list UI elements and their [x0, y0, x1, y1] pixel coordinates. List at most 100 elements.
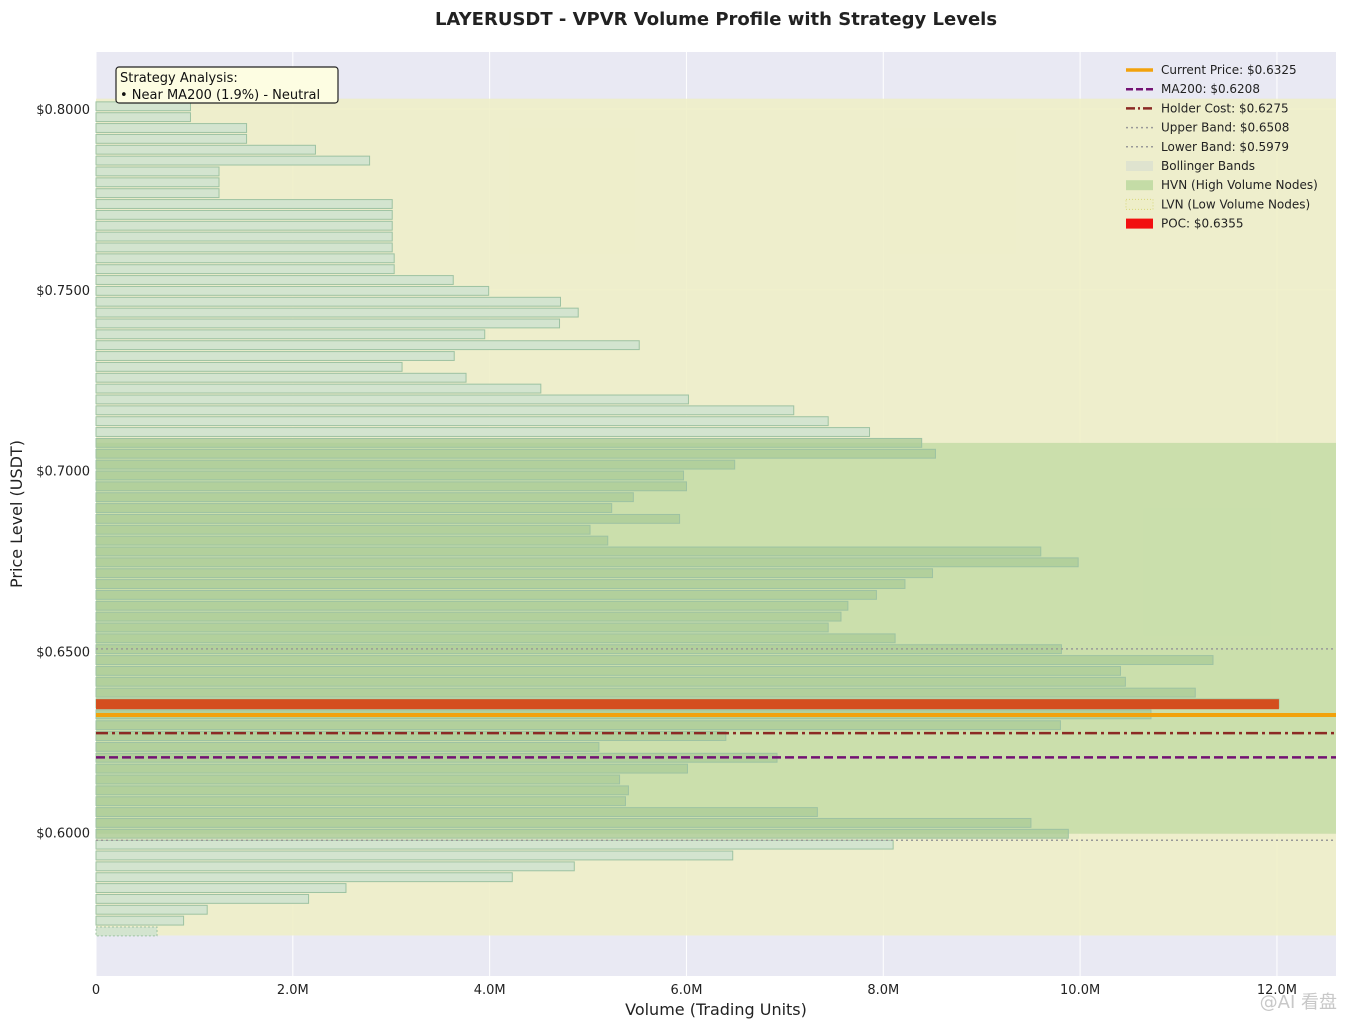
volume-bar [95, 242, 393, 253]
volume-bar [95, 470, 685, 481]
y-tick-label: $0.6000 [36, 827, 90, 842]
volume-bar [95, 861, 575, 872]
y-tick-label: $0.6500 [36, 646, 90, 661]
volume-bar [95, 416, 829, 427]
volume-bar [95, 503, 613, 513]
x-tick-label: 10.0M [1060, 983, 1100, 998]
volume-bar [95, 492, 634, 503]
volume-bar [95, 383, 542, 394]
x-axis-label: Volume (Trading Units) [625, 1000, 807, 1019]
volume-bar [95, 926, 158, 937]
volume-bar [95, 199, 393, 209]
volume-bar [95, 535, 609, 546]
poc-bar [96, 699, 1279, 710]
volume-bar [95, 144, 316, 155]
volume-bar [95, 893, 310, 904]
volume-bar [95, 839, 894, 850]
volume-bar [95, 622, 829, 633]
y-axis-label: Price Level (USDT) [7, 440, 26, 588]
x-tick-label: 2.0M [277, 983, 309, 998]
x-tick-label: 6.0M [671, 983, 703, 998]
volume-bar [95, 611, 842, 622]
annotation-line-1: Strategy Analysis: [120, 71, 238, 86]
volume-bar [95, 275, 454, 285]
volume-bar [95, 687, 1196, 698]
legend-label: Current Price: $0.6325 [1161, 63, 1297, 77]
volume-bars [95, 101, 1280, 937]
volume-bar [95, 741, 600, 752]
volume-bar [95, 850, 734, 861]
x-tick-label: 4.0M [474, 983, 506, 998]
volume-bar [95, 579, 906, 589]
y-tick-label: $0.7000 [36, 465, 90, 480]
annotation-line-2: • Near MA200 (1.9%) - Neutral [120, 88, 320, 103]
volume-bar [95, 155, 371, 166]
volume-bar [95, 904, 208, 915]
volume-bar [95, 220, 393, 231]
volume-bar [95, 785, 629, 796]
volume-bar [95, 361, 403, 372]
volume-bar [95, 600, 849, 611]
volume-bar [95, 427, 871, 437]
volume-bar [95, 448, 936, 459]
volume-bar [95, 405, 795, 416]
volume-bar [95, 481, 687, 492]
x-tick-label: 12.0M [1257, 983, 1297, 998]
volume-bar [95, 231, 393, 242]
legend-swatch [1125, 198, 1154, 210]
x-axis-ticks: 0 2.0M 4.0M 6.0M 8.0M 10.0M 12.0M [92, 983, 1297, 998]
volume-bar [95, 209, 393, 220]
legend-label: Lower Band: $0.5979 [1161, 140, 1289, 154]
volume-bar [95, 828, 1069, 839]
strategy-annotation: Strategy Analysis: • Near MA200 (1.9%) -… [115, 66, 339, 104]
volume-bar [95, 568, 934, 579]
chart-title: LAYERUSDT - VPVR Volume Profile with Str… [435, 9, 997, 30]
volume-bar [95, 296, 562, 307]
volume-bar [95, 123, 248, 133]
x-tick-label: 8.0M [867, 983, 899, 998]
legend-label: MA200: $0.6208 [1161, 82, 1260, 96]
strategy-lines [96, 648, 1336, 842]
legend-label: HVN (High Volume Nodes) [1161, 178, 1318, 192]
legend-label: POC: $0.6355 [1161, 217, 1244, 231]
x-tick-label: 0 [92, 983, 100, 998]
volume-bar [95, 307, 579, 318]
volume-bar [95, 883, 347, 893]
volume-bar [95, 665, 1121, 676]
annotation-box [115, 66, 339, 104]
volume-bar [95, 655, 1214, 665]
volume-bar [95, 177, 220, 188]
volume-bar [95, 437, 923, 448]
volume-bar [95, 763, 688, 774]
volume-bar [95, 796, 626, 807]
volume-bar [95, 329, 486, 340]
volume-bar [95, 774, 621, 785]
volume-bar [95, 872, 513, 883]
legend-swatch [1126, 218, 1153, 229]
volume-bar [95, 557, 1079, 568]
volume-bar [95, 133, 248, 144]
volume-bar [95, 112, 191, 123]
y-tick-label: $0.7500 [36, 284, 90, 299]
legend-swatch [1126, 161, 1153, 171]
volume-bar [95, 372, 467, 383]
volume-bar [95, 285, 490, 296]
volume-bar [95, 253, 395, 264]
volume-bar [95, 513, 681, 524]
volume-bar [95, 264, 395, 275]
volume-bar [95, 524, 591, 535]
volume-bar [95, 394, 689, 405]
volume-bar [95, 340, 640, 351]
legend-label: Upper Band: $0.6508 [1161, 121, 1289, 135]
legend-swatch [1126, 180, 1153, 191]
legend-label: Bollinger Bands [1161, 159, 1255, 173]
volume-bar [95, 817, 1032, 828]
volume-bar [95, 188, 220, 199]
y-axis-ticks: $0.6000 $0.6500 $0.7000 $0.7500 $0.8000 [36, 103, 90, 842]
volume-bar [95, 459, 736, 470]
volume-bar [95, 546, 1042, 557]
legend: Current Price: $0.6325 MA200: $0.6208 Hold… [1125, 63, 1318, 231]
volume-bar [95, 915, 185, 926]
volume-bar [95, 676, 1126, 687]
